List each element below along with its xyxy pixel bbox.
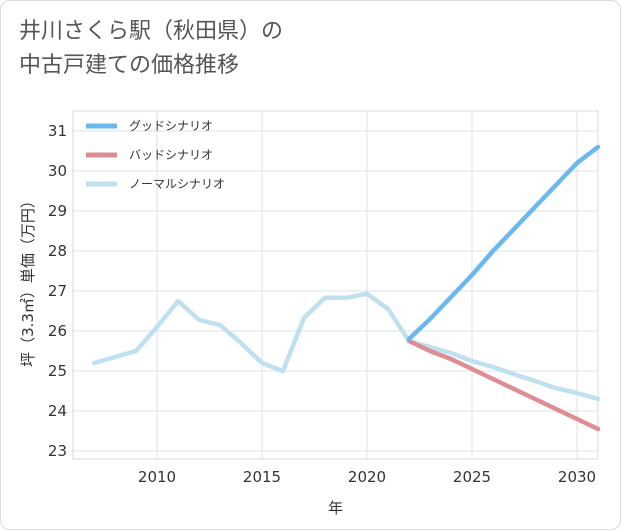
- x-tick-label-2015: 2015: [243, 468, 281, 486]
- y-axis-label: 坪（3.3㎡）単価（万円）: [19, 193, 37, 367]
- series-2: [406, 338, 601, 432]
- y-tick-label-25: 25: [48, 362, 67, 380]
- y-tick-label-30: 30: [48, 162, 67, 180]
- series-3: [91, 291, 601, 402]
- series-line-2: [406, 338, 601, 432]
- y-tick-label-26: 26: [48, 322, 67, 340]
- y-tick-label-29: 29: [48, 202, 67, 220]
- y-tick-label-24: 24: [48, 402, 67, 420]
- x-tick-label-2010: 2010: [138, 468, 176, 486]
- legend-label-1: グッドシナリオ: [129, 119, 213, 133]
- series-line-3: [91, 291, 601, 402]
- series-line-1: [406, 144, 601, 342]
- y-tick-label-23: 23: [48, 442, 67, 460]
- x-tick-label-2030: 2030: [558, 468, 596, 486]
- y-tick-label-31: 31: [48, 122, 67, 140]
- chart-title-line1: 井川さくら駅（秋田県）の: [19, 19, 284, 44]
- x-tick-label-2020: 2020: [348, 468, 386, 486]
- chart-title-line2: 中古戸建ての価格推移: [19, 53, 240, 78]
- chart-title: 井川さくら駅（秋田県）の 中古戸建ての価格推移: [19, 15, 283, 83]
- series-1: [406, 144, 601, 342]
- plot-area: [72, 110, 599, 460]
- legend-label-3: ノーマルシナリオ: [129, 177, 225, 191]
- x-tick-label-2025: 2025: [453, 468, 491, 486]
- legend-label-2: バッドシナリオ: [129, 148, 213, 162]
- x-axis-label: 年: [328, 499, 343, 517]
- y-tick-label-28: 28: [48, 242, 67, 260]
- y-tick-label-27: 27: [48, 282, 67, 300]
